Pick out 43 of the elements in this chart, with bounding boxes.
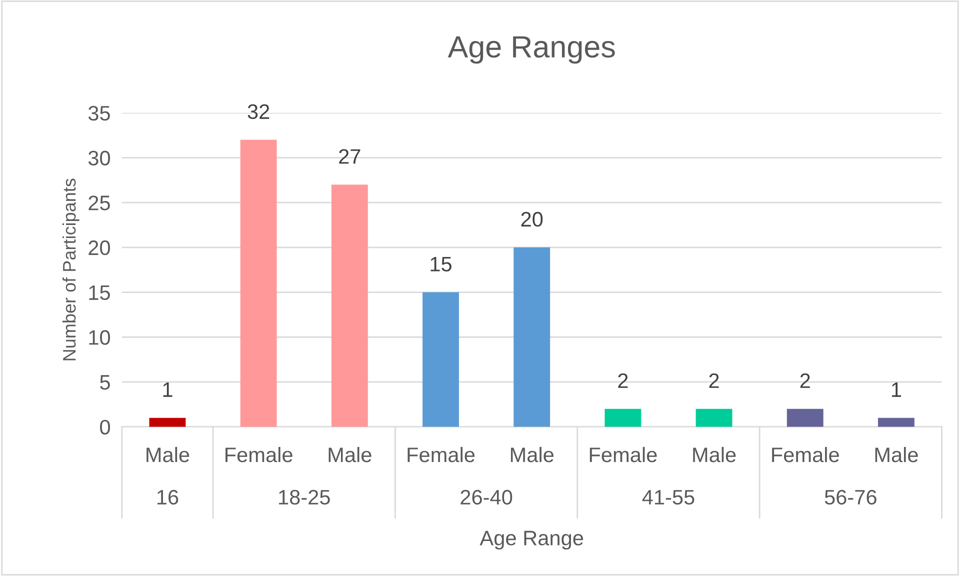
data-label: 2 [800,373,810,388]
y-tick-label: 5 [100,375,110,390]
data-label: 1 [892,382,901,397]
data-label: 15 [430,256,452,272]
bar [240,140,277,427]
x-tick-label: Male [328,446,372,462]
data-label: 32 [248,104,270,120]
y-tick-label: 35 [88,106,110,121]
y-tick-label: 0 [100,420,110,435]
bar [149,418,186,427]
y-tick-label: 30 [88,150,110,166]
bar [696,408,732,427]
bar [514,247,550,427]
y-tick-label: 10 [89,330,110,345]
x-tick-label: Female [226,446,292,462]
bar [878,418,914,427]
data-label: 1 [163,382,172,397]
x-tick-label: Male [875,446,918,462]
data-label: 2 [709,373,719,388]
x-tick-label: Female [590,446,657,462]
x-tick-label: Female [408,446,475,462]
text: 41-55 [642,490,694,505]
bar [604,408,642,427]
bar [331,184,368,427]
x-tick-label: Female [772,446,839,462]
chart-title: Age Ranges [448,36,615,64]
data-label: 20 [521,212,543,227]
x-tick-label: Male [146,446,190,462]
text: 26-40 [460,490,512,505]
x-axis-title: Age Range [480,530,584,550]
y-tick-label: 25 [88,196,110,210]
text: 18-25 [279,490,330,505]
y-tick-label: 15 [89,285,110,300]
data-label: 2 [618,373,628,388]
text: 56-76 [824,490,876,505]
x-tick-label: Male [510,446,554,462]
text: 16 [157,490,178,505]
x-tick-label: Male [693,446,736,462]
y-tick-label: 20 [88,240,110,256]
bar [422,292,459,427]
bar [786,408,824,427]
data-label: 27 [339,149,360,164]
y-axis-title: Number of Participants [62,178,80,360]
